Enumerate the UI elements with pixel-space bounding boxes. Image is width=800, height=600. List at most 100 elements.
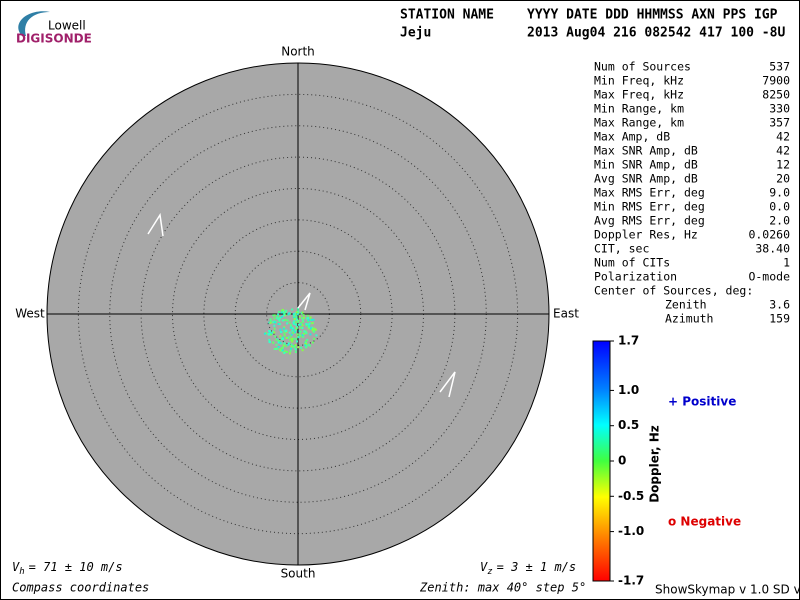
- source-dot: [298, 315, 301, 318]
- source-dot: [298, 323, 300, 326]
- source-dot: [304, 332, 307, 335]
- source-dot: [301, 311, 304, 314]
- source-dot: [294, 312, 297, 315]
- source-dot: [270, 333, 273, 336]
- source-dot: [275, 347, 278, 350]
- source-dot: [290, 347, 293, 350]
- source-dot: [305, 343, 308, 346]
- source-dot: [288, 312, 291, 315]
- source-dot: [272, 341, 275, 344]
- legend-negative: o Negative: [668, 515, 741, 529]
- stat-value: 20: [776, 172, 790, 186]
- source-dot: [299, 330, 302, 333]
- stat-label: Num of Sources: [594, 60, 691, 74]
- wind-arrows: [147, 212, 456, 398]
- stat-label: Max RMS Err, deg: [594, 186, 705, 200]
- source-dot: [279, 328, 282, 331]
- colorbar-tick-label: 0: [618, 454, 626, 468]
- source-dot: [284, 350, 287, 353]
- source-dot: [277, 323, 280, 325]
- source-dot: [307, 317, 310, 319]
- source-dot: [294, 321, 297, 324]
- stat-value: 2.0: [769, 214, 790, 228]
- source-dot: [286, 351, 289, 353]
- source-dot: [297, 346, 300, 349]
- source-dot: [307, 343, 310, 346]
- source-dot: [293, 316, 296, 319]
- source-dot: [273, 324, 276, 327]
- source-dot: [283, 334, 286, 337]
- coords-note: Compass coordinates: [12, 581, 149, 595]
- source-dot: [279, 349, 282, 352]
- source-dot: [303, 330, 306, 333]
- source-dot: [263, 332, 266, 335]
- source-dot: [291, 339, 294, 341]
- source-dot: [299, 335, 302, 338]
- source-dot: [268, 331, 271, 334]
- source-dot: [311, 326, 314, 329]
- source-dot: [293, 320, 296, 323]
- stat-label: Min RMS Err, deg: [594, 200, 705, 214]
- stat-label: Min SNR Amp, dB: [594, 158, 698, 172]
- source-dot: [282, 338, 284, 340]
- source-dot: [304, 344, 307, 347]
- source-dot: [277, 346, 280, 348]
- source-dot: [287, 342, 290, 345]
- source-dot: [298, 333, 301, 336]
- source-dot: [280, 347, 283, 350]
- source-dot: [288, 352, 291, 355]
- source-dot: [277, 310, 280, 313]
- source-dot: [295, 323, 297, 326]
- center-value: 3.6: [769, 298, 790, 312]
- colorbar: [592, 340, 611, 582]
- source-dot: [281, 349, 284, 352]
- source-dot: [301, 327, 304, 330]
- source-dot: [302, 333, 305, 335]
- source-dot: [272, 330, 274, 333]
- source-dot: [305, 323, 308, 325]
- source-dot: [309, 333, 312, 336]
- source-dot: [272, 321, 274, 324]
- source-dot: [269, 318, 272, 321]
- source-dot: [313, 329, 316, 332]
- stat-value: 8250: [762, 88, 790, 102]
- source-dot: [306, 314, 309, 317]
- source-dot: [294, 348, 297, 351]
- source-dot: [282, 327, 285, 330]
- vh: Vh = 71 ± 10 m/s: [12, 560, 123, 577]
- source-dot: [298, 330, 301, 333]
- source-dot: [307, 319, 310, 322]
- source-dot: [297, 307, 299, 310]
- stat-value: 9.0: [769, 186, 790, 200]
- source-dot: [282, 314, 285, 317]
- source-dot: [291, 327, 294, 330]
- source-dot: [300, 346, 303, 349]
- vz: Vz = 3 ± 1 m/s: [480, 560, 576, 577]
- header-labels: STATION NAME: [400, 8, 494, 23]
- source-dot: [282, 336, 285, 339]
- version: ShowSkymap v 1.0 SD v 5.0: [655, 583, 800, 597]
- source-dot: [295, 311, 298, 314]
- source-dot: [312, 318, 315, 321]
- logo-swirl: [18, 11, 50, 36]
- stat-label: Avg RMS Err, deg: [594, 214, 705, 228]
- source-dot: [301, 319, 304, 322]
- source-dot: [292, 313, 295, 316]
- source-dot: [277, 341, 280, 344]
- source-dot: [296, 340, 298, 343]
- west: West: [15, 307, 45, 321]
- source-dot: [301, 324, 304, 327]
- source-dot: [306, 338, 309, 341]
- header-fields: YYYY DATE DDD HHMMSS AXN PPS IGP: [527, 8, 778, 23]
- source-dot: [283, 342, 286, 345]
- colorbar-tick-label: 0.5: [618, 418, 639, 432]
- source-dot: [290, 343, 293, 346]
- stat-label: Avg SNR Amp, dB: [594, 172, 698, 186]
- source-dot: [311, 341, 314, 344]
- source-dot: [283, 330, 286, 333]
- source-dot: [291, 337, 294, 340]
- stat-value: 357: [769, 116, 790, 130]
- source-dot: [305, 346, 307, 349]
- source-dot: [304, 330, 307, 333]
- source-dot: [315, 334, 318, 337]
